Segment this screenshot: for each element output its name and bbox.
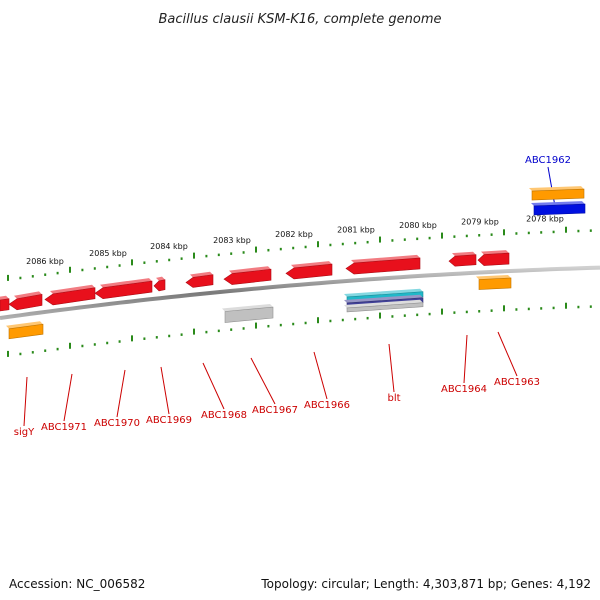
gene-abc1969-body — [153, 279, 166, 292]
scale-label: 2083 kbp — [213, 236, 251, 245]
gene-abc1968[interactable] — [185, 271, 214, 288]
gene-abc1967-lower[interactable] — [222, 304, 274, 323]
gene-abc1962-partner-top-face — [529, 186, 584, 192]
scale-label: 2084 kbp — [150, 242, 188, 251]
gene-abc1963-right-body — [477, 252, 510, 266]
scale-label: 2080 kbp — [399, 221, 437, 230]
gene-abc1968-body — [185, 274, 214, 288]
gene-abc1962[interactable] — [531, 201, 586, 216]
gene-labels: ABC1962 ABC1963 ABC1964 blt ABC1966 ABC1967 AB… — [14, 155, 571, 438]
gene-label[interactable]: ABC1969 — [146, 415, 192, 426]
gene-sigY-body — [8, 323, 44, 340]
leader-line — [160, 366, 170, 415]
gene-label[interactable]: sigY — [14, 427, 35, 438]
gene-abc1971[interactable] — [44, 284, 96, 306]
gene-abc1970-top-face — [100, 278, 152, 288]
gene-left-partial[interactable] — [8, 291, 43, 311]
gene-label[interactable]: ABC1967 — [252, 405, 298, 416]
gene-left-edge[interactable] — [0, 295, 10, 312]
gene-abc1962-partner[interactable] — [529, 186, 585, 201]
gene-abc1967[interactable] — [223, 266, 272, 285]
gene-abc1963-right[interactable] — [477, 250, 510, 266]
gene-sigY[interactable] — [6, 321, 44, 340]
leader-line — [388, 343, 395, 393]
leader-line — [63, 373, 73, 422]
gene-abc1962-partner-body — [531, 188, 585, 201]
gene-label[interactable]: ABC1962 — [525, 155, 571, 166]
gene-abc1962-top-face — [531, 201, 585, 206]
gene-left-partial-top-face — [14, 291, 42, 299]
gene-blt-gray[interactable] — [344, 299, 424, 313]
gene-label[interactable]: ABC1964 — [441, 384, 487, 395]
gene-abc1967-lower-top-face — [222, 304, 273, 312]
gene-blt-body — [345, 257, 421, 275]
gene-blt-purple-top-face — [344, 294, 423, 303]
gene-abc1968-top-face — [190, 271, 213, 278]
scale-label: 2082 kbp — [275, 230, 313, 239]
gene-blt-top-face — [351, 254, 420, 264]
gene-abc1967-top-face — [229, 266, 271, 274]
gene-blt-gray-top-face — [344, 299, 423, 308]
scale-label: 2079 kbp — [461, 218, 499, 227]
gene-abc1963-left[interactable] — [448, 251, 477, 267]
gene-label[interactable]: ABC1966 — [304, 400, 350, 411]
gene-label[interactable]: ABC1970 — [94, 418, 140, 429]
scale-label: 2078 kbp — [526, 215, 564, 224]
genome-title: Bacillus clausii KSM-K16, complete genom… — [158, 12, 441, 27]
leader-line — [23, 376, 28, 427]
leader-line — [497, 331, 518, 377]
genome-summary: Topology: circular; Length: 4,303,871 bp… — [261, 577, 591, 591]
gene-abc1966-top-face — [291, 261, 332, 268]
leader-line — [313, 351, 328, 400]
gene-blt-teal-top-face — [344, 288, 423, 297]
gene-label[interactable]: blt — [387, 393, 400, 404]
gene-features[interactable] — [0, 186, 586, 340]
leader-line — [116, 369, 126, 418]
leader-line — [202, 362, 225, 410]
gene-left-edge-body — [0, 298, 10, 312]
leader-line — [250, 357, 276, 405]
gene-abc1970-body — [94, 280, 153, 300]
gene-sigY-top-face — [6, 321, 43, 329]
inner-scale-ticks — [7, 302, 592, 357]
gene-label[interactable]: ABC1968 — [201, 410, 247, 421]
gene-abc1969[interactable] — [153, 276, 166, 292]
scale-labels: 2078 kbp 2079 kbp 2080 kbp 2081 kbp 2082 kbp… — [26, 215, 564, 267]
gene-abc1967-body — [223, 268, 272, 285]
gene-blt[interactable] — [345, 254, 421, 275]
gene-abc1963-lower[interactable] — [476, 274, 512, 290]
scale-label: 2086 kbp — [26, 257, 64, 266]
leader-line — [463, 334, 468, 384]
gene-abc1970[interactable] — [94, 278, 153, 300]
gene-label[interactable]: ABC1971 — [41, 422, 87, 433]
gene-abc1971-top-face — [50, 284, 95, 294]
gene-abc1971-body — [44, 287, 96, 306]
scale-label: 2085 kbp — [89, 249, 127, 258]
gene-left-partial-body — [8, 294, 43, 311]
genome-backbone — [0, 265, 600, 320]
gene-abc1967-lower-body — [224, 306, 274, 323]
accession-text: Accession: NC_006582 — [9, 577, 146, 591]
gene-label[interactable]: ABC1963 — [494, 377, 540, 388]
gene-blt-gray-body — [346, 302, 424, 313]
outer-scale-ticks — [7, 226, 592, 281]
gene-abc1963-lower-body — [478, 277, 512, 290]
scale-label: 2081 kbp — [337, 225, 375, 234]
gene-abc1962-body — [533, 203, 586, 216]
gene-abc1966[interactable] — [285, 261, 333, 280]
gene-abc1963-left-body — [448, 254, 477, 267]
gene-abc1966-body — [285, 263, 333, 280]
